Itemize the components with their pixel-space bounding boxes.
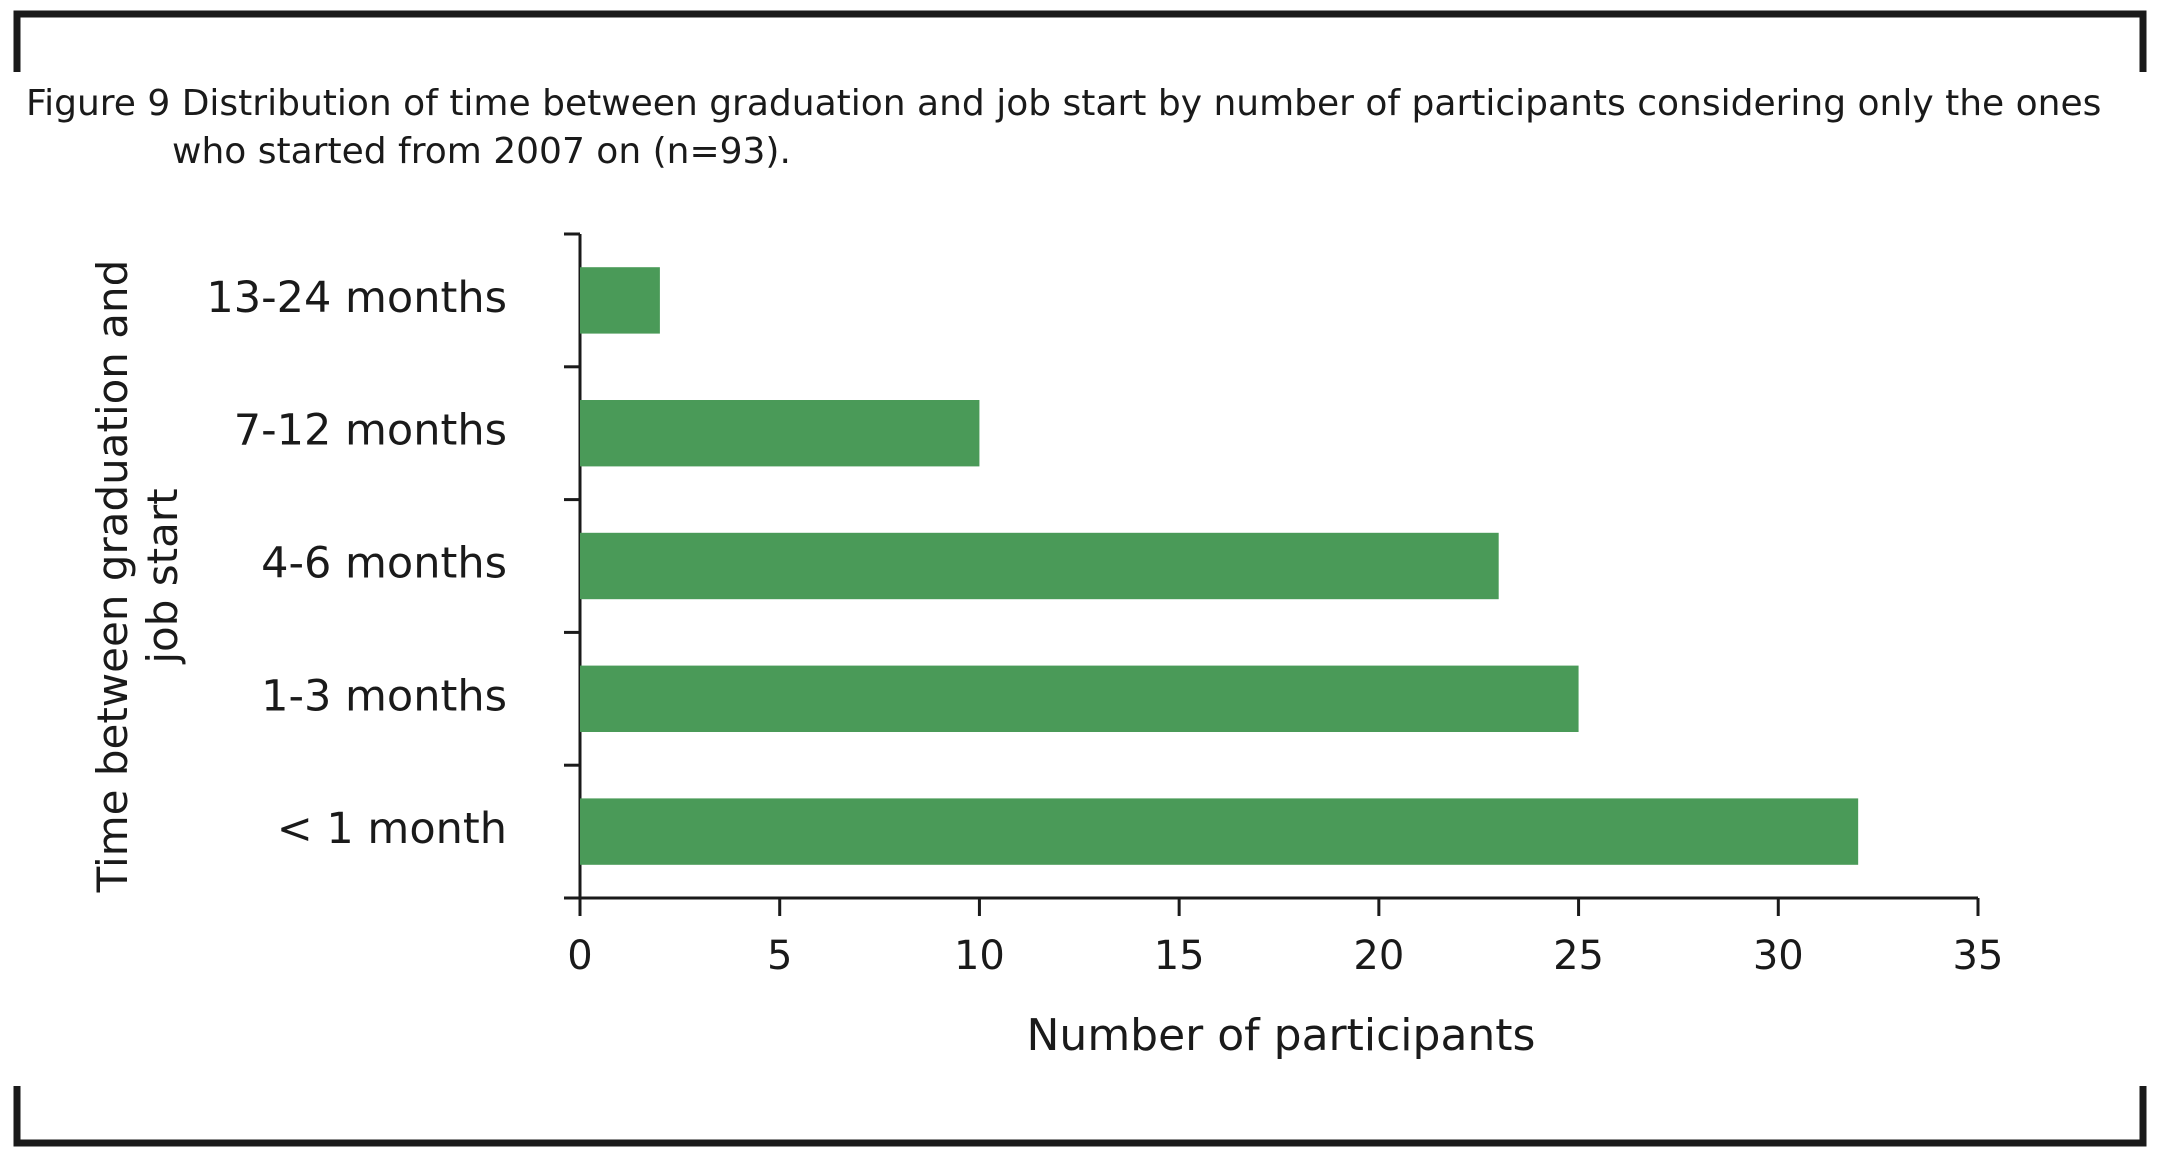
chart-title: Figure 9 Distribution of time between gr… (26, 83, 2102, 172)
y-tick-label: 1-3 months (261, 671, 507, 721)
x-tick-label: 25 (1553, 933, 1604, 979)
y-tick-label: 7-12 months (234, 406, 507, 456)
bar (580, 267, 660, 334)
bar (580, 798, 1859, 865)
x-tick-label: 15 (1154, 933, 1205, 979)
x-tick-label: 35 (1953, 933, 2004, 979)
frame-bottom (13, 1086, 2147, 1147)
x-tick-label: 30 (1753, 933, 1804, 979)
x-tick-label: 5 (767, 933, 792, 979)
bar (580, 400, 980, 467)
y-tick-label: 4-6 months (261, 539, 507, 589)
frame-top (13, 10, 2147, 72)
x-tick-label: 10 (954, 933, 1005, 979)
bar (580, 665, 1579, 732)
bar (580, 532, 1499, 600)
y-tick-label: 13-24 months (206, 273, 507, 323)
x-axis-label: Number of participants (1027, 1010, 1536, 1061)
y-axis-label: Time between graduation and job start (88, 259, 187, 893)
x-tick-label: 20 (1353, 933, 1404, 979)
x-tick-label: 0 (567, 933, 592, 979)
y-tick-label: < 1 month (277, 804, 507, 854)
